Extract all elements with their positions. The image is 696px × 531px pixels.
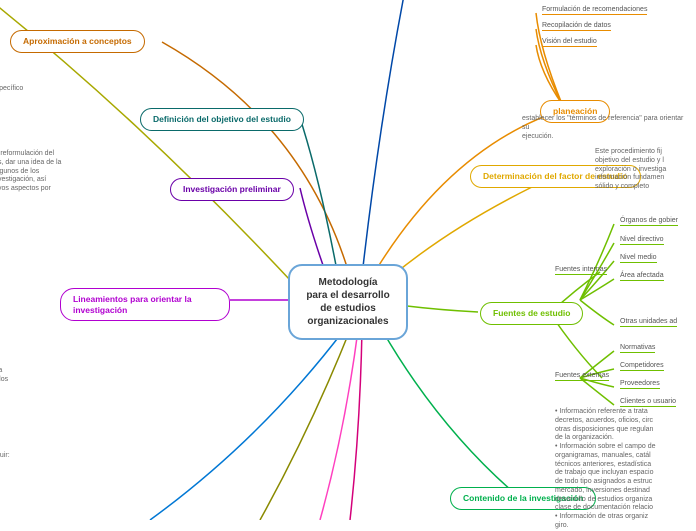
branch-node: Lineamientos para orientar lainvestigaci…	[60, 288, 230, 321]
edge	[392, 176, 555, 276]
edge	[150, 330, 344, 520]
edge	[320, 330, 358, 520]
leaf-node: Recopilación de datos	[542, 22, 611, 31]
leaf-node: Formulación de recomendaciones	[542, 6, 647, 15]
node-description: nares para llevar aumento de partida aed…	[0, 358, 120, 384]
leaf-node: Proveedores	[620, 380, 660, 389]
edge	[580, 300, 614, 325]
edge	[580, 224, 614, 300]
node-description: establecer los "términos de referencia" …	[522, 115, 692, 141]
branch-node: Definición del objetivo del estudio	[140, 108, 304, 131]
branch-node: Aproximación a conceptos	[10, 30, 145, 53]
edge	[580, 378, 614, 405]
branch-node: Fuentes de estudio	[480, 302, 583, 325]
node-description: al debe ser muy específiconsecuencia de …	[0, 85, 140, 111]
leaf-node: Competidores	[620, 362, 664, 371]
leaf-node: Área afectada	[620, 272, 664, 281]
leaf-node: Clientes o usuario	[620, 398, 676, 407]
edge	[363, 0, 405, 267]
leaf-node: Nivel medio	[620, 254, 657, 263]
leaf-node: Nivel directivo	[620, 236, 664, 245]
edge	[407, 306, 478, 312]
edge	[382, 330, 520, 498]
edge	[580, 279, 614, 300]
leaf-node: Otras unidades ad	[620, 318, 677, 327]
branch-node: Investigación preliminar	[170, 178, 294, 201]
edge	[350, 330, 362, 520]
sub-branch-label: Fuentes externas	[555, 372, 609, 381]
edge	[300, 118, 338, 276]
edge	[536, 45, 562, 104]
sub-branch-label: Fuentes internas	[555, 266, 607, 275]
node-description: • Información referente a tratadecretos,…	[555, 408, 696, 531]
node-description: entro	[0, 222, 40, 231]
edge	[260, 330, 350, 520]
node-description: a yrlas conadesstudio.bjetivo.	[0, 252, 40, 313]
leaf-node: Visión del estudio	[542, 38, 597, 47]
node-description: Este procedimiento fijobjetivo del estud…	[595, 148, 695, 192]
leaf-node: Normativas	[620, 344, 655, 353]
edge	[162, 42, 347, 267]
central-label: Metodologíapara el desarrollode estudios…	[306, 277, 389, 327]
node-description: uede provocar una reformulación delninos…	[0, 150, 130, 194]
leaf-node: Órganos de gobier	[620, 217, 678, 226]
central-node: Metodologíapara el desarrollode estudios…	[288, 264, 408, 340]
node-description: , a su vez debe incluir:	[0, 452, 130, 461]
